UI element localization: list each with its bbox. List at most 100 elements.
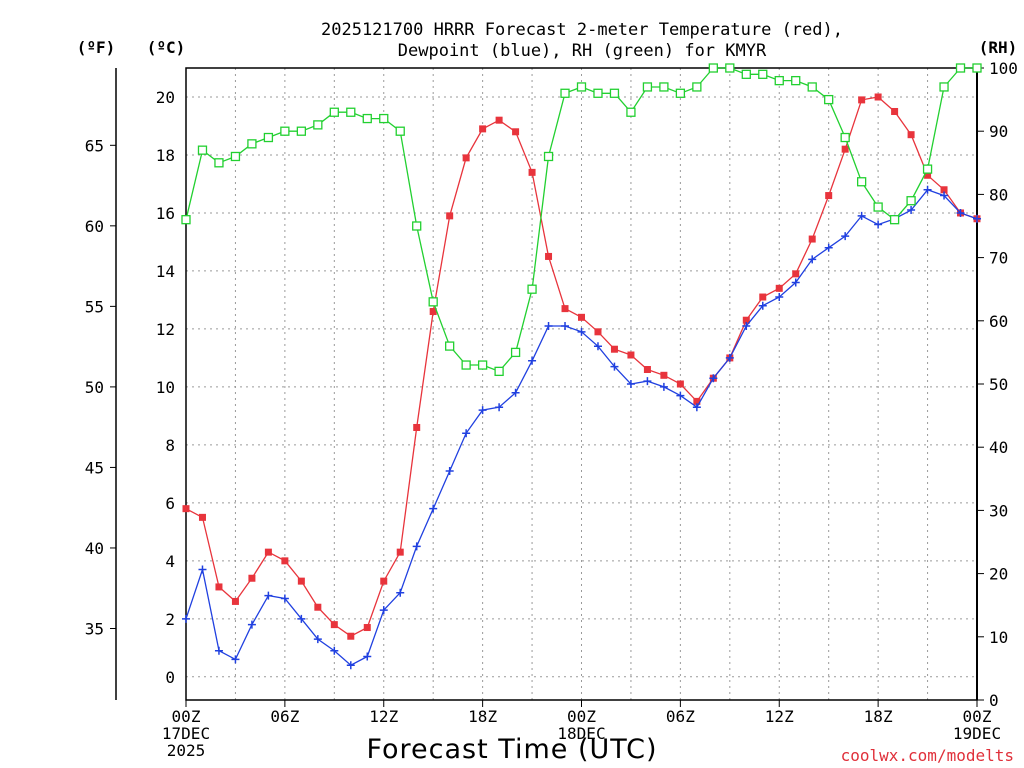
dewpoint-point — [940, 191, 949, 200]
rh-point — [247, 139, 257, 149]
2-meter-temperature-point — [528, 168, 536, 176]
celsius-tick-label: 0 — [165, 668, 175, 687]
rh-point — [741, 69, 751, 79]
2-meter-temperature-point — [363, 624, 371, 632]
rh-point — [642, 82, 653, 92]
2-meter-temperature-point — [231, 597, 239, 605]
2-meter-temperature-point — [643, 366, 651, 374]
dewpoint-point — [973, 214, 981, 223]
rh-point — [906, 196, 916, 206]
2-meter-temperature-point — [182, 505, 190, 513]
rh-point — [692, 82, 702, 92]
2-meter-temperature-point — [495, 116, 503, 124]
dewpoint-point — [544, 322, 553, 331]
rh-point — [412, 221, 422, 231]
rh-point — [510, 347, 521, 358]
dewpoint-point — [511, 388, 520, 397]
rh-tick-label: 80 — [989, 185, 1008, 204]
fahrenheit-axis-unit: (ºF) — [77, 38, 116, 57]
grid-lines — [186, 68, 977, 700]
2-meter-temperature-point — [297, 577, 305, 585]
rh-axis-unit: (RH) — [979, 38, 1018, 57]
chart-title-line-2: Dewpoint (blue), RH (green) for KMYR — [398, 41, 767, 61]
2-meter-temperature-point — [264, 548, 272, 556]
dewpoint-point — [429, 504, 438, 513]
rh-tick-label: 0 — [989, 691, 999, 710]
dewpoint-point — [676, 391, 685, 400]
rh-point — [922, 164, 933, 174]
2-meter-temperature-point — [907, 131, 915, 139]
dewpoint-point — [495, 403, 504, 412]
dewpoint-point — [758, 301, 767, 310]
2-meter-temperature-point — [479, 125, 487, 133]
fahrenheit-tick-label: 35 — [85, 619, 104, 638]
celsius-tick-label: 8 — [165, 436, 175, 455]
2-meter-temperature-point — [891, 107, 899, 115]
rh-point — [774, 75, 784, 86]
rh-point — [445, 341, 455, 351]
rh-point — [955, 63, 966, 73]
rh-point — [708, 63, 718, 73]
dewpoint-point — [412, 542, 421, 551]
dewpoint-point — [874, 220, 883, 229]
dewpoint-point — [264, 591, 273, 600]
dewpoint-point — [659, 382, 668, 391]
dewpoint-point — [742, 322, 751, 331]
2-meter-temperature-point — [693, 397, 701, 405]
dewpoint-point — [462, 429, 471, 438]
dewpoint-point — [841, 232, 850, 241]
fahrenheit-tick-label: 40 — [85, 539, 104, 558]
rh-point — [379, 113, 389, 124]
dewpoint-point — [247, 620, 256, 629]
plot-frame — [185, 67, 978, 701]
rh-point — [477, 360, 488, 370]
2-meter-temperature-point — [413, 423, 421, 431]
2-meter-temperature-point — [874, 93, 882, 101]
rh-point — [939, 82, 949, 92]
dewpoint-point — [561, 322, 570, 331]
dewpoint-point — [330, 646, 339, 655]
rh-point — [428, 297, 438, 307]
dewpoint-point — [775, 293, 784, 302]
2-meter-temperature-point — [594, 328, 602, 336]
rh-point — [181, 215, 191, 225]
rh-tick-label: 10 — [989, 628, 1008, 647]
rh-point — [889, 215, 900, 225]
dewpoint-point — [593, 342, 602, 351]
fahrenheit-tick-label: 65 — [85, 136, 104, 155]
2-meter-temperature-point — [198, 513, 206, 521]
2-meter-temperature-point — [330, 621, 338, 629]
dewpoint-point — [313, 635, 322, 644]
celsius-tick-label: 14 — [156, 262, 175, 281]
rh-point — [873, 202, 883, 212]
rh-point — [461, 360, 471, 370]
rh-point — [972, 63, 982, 73]
dewpoint-point — [791, 278, 800, 287]
2-meter-temperature-point — [775, 284, 783, 292]
x-tick-label: 19DEC — [953, 724, 1001, 743]
celsius-tick-label: 2 — [165, 610, 175, 629]
2-meter-temperature-point — [940, 186, 948, 194]
rh-tick-label: 90 — [989, 122, 1008, 141]
rh-point — [313, 120, 323, 130]
x-tick-label: 2025 — [167, 741, 206, 760]
fahrenheit-tick-label: 60 — [85, 217, 104, 236]
rh-point — [576, 82, 587, 92]
rh-point — [280, 126, 290, 136]
2-meter-temperature-point — [924, 171, 932, 179]
rh-point — [856, 177, 867, 187]
rh-tick-label: 50 — [989, 375, 1008, 394]
2-meter-temperature-point — [248, 574, 256, 582]
dewpoint-point — [379, 606, 388, 615]
2-meter-temperature-point — [808, 235, 816, 243]
2-meter-temperature-point — [512, 128, 520, 136]
dewpoint-point — [956, 208, 965, 217]
fahrenheit-tick-label: 55 — [85, 297, 104, 316]
series-layer — [181, 63, 982, 670]
dewpoint-point — [923, 185, 932, 194]
dewpoint-point — [808, 255, 817, 264]
2-meter-temperature-point — [545, 252, 553, 260]
dewpoint-point — [528, 356, 537, 365]
rh-tick-label: 70 — [989, 249, 1008, 268]
